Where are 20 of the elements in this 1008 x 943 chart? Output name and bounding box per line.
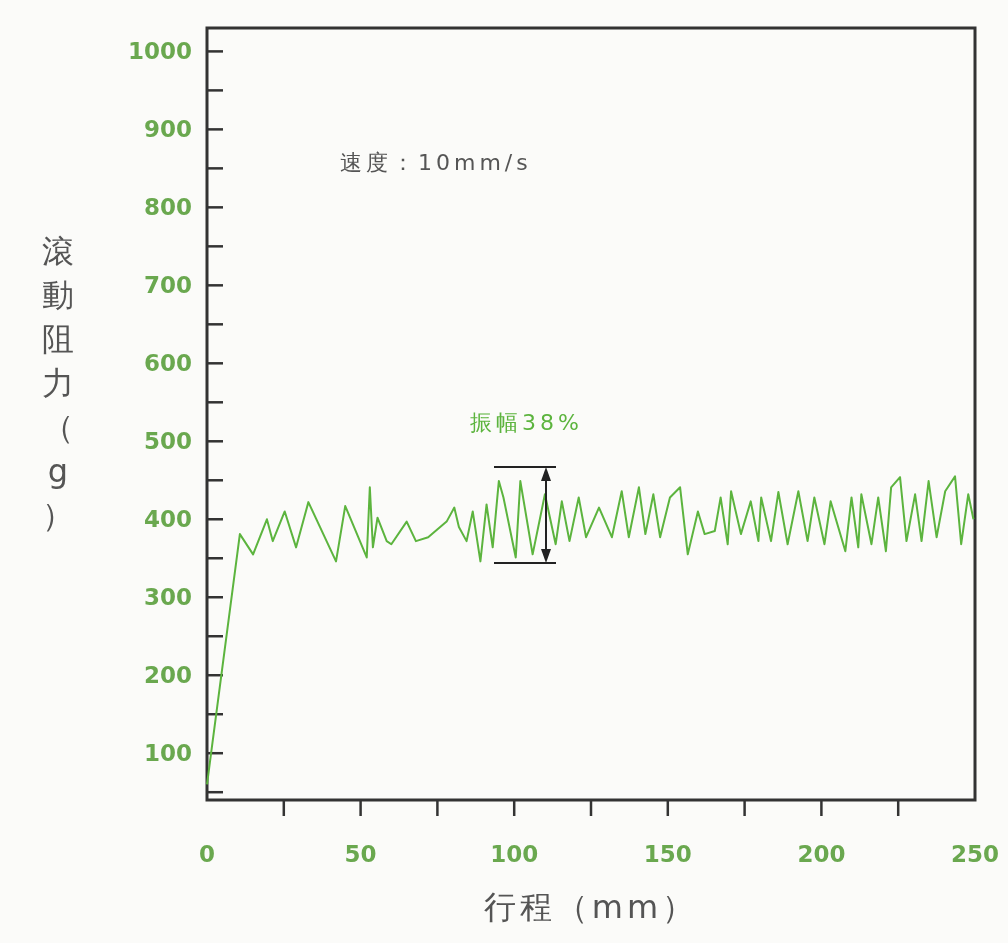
x-tick-label: 100	[490, 841, 539, 867]
x-tick-label: 50	[344, 841, 377, 867]
annotation: 振幅38%	[470, 410, 583, 435]
y-tick-label: 100	[143, 740, 192, 767]
y-tick-label: 1000	[127, 38, 192, 65]
x-tick-label: 200	[797, 841, 846, 867]
y-tick-label: 300	[143, 584, 192, 611]
y-tick-label: 700	[143, 272, 192, 299]
x-tick-label: 0	[198, 841, 216, 867]
annotation: 速度：10mm/s	[340, 150, 532, 175]
y-tick-label: 900	[143, 116, 192, 143]
x-tick-label: 250	[950, 841, 1000, 867]
y-axis-title: 滾動阻力（g）	[42, 232, 74, 534]
y-tick-label: 500	[143, 428, 192, 455]
x-tick-label: 150	[643, 841, 692, 867]
y-tick-label: 400	[143, 506, 192, 533]
y-tick-label: 600	[143, 350, 192, 377]
y-tick-label: 200	[143, 662, 192, 689]
x-axis-title: 行程（mm）	[483, 888, 699, 926]
y-tick-label: 800	[143, 194, 192, 221]
